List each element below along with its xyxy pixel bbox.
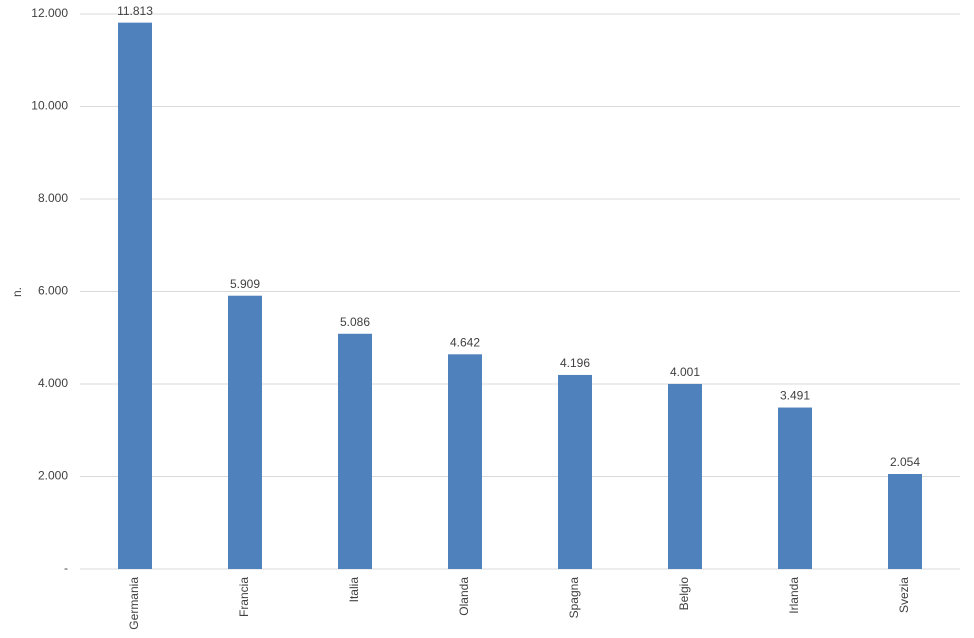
value-label: 11.813	[117, 4, 153, 18]
value-label: 4.196	[560, 356, 590, 370]
value-label: 4.001	[670, 365, 700, 379]
value-label: 5.086	[340, 315, 370, 329]
x-tick-label: Belgio	[677, 577, 691, 611]
value-label: 3.491	[780, 389, 810, 403]
x-tick-label: Olanda	[457, 577, 471, 616]
y-tick-label: 4.000	[38, 376, 68, 390]
value-label: 4.642	[450, 335, 480, 349]
y-tick-label: 6.000	[38, 284, 68, 298]
y-tick-label: 12.000	[31, 6, 68, 20]
bar	[778, 407, 812, 569]
value-label: 5.909	[230, 277, 260, 291]
y-tick-label: -	[64, 561, 68, 575]
y-axis-label: n.	[10, 287, 24, 297]
x-tick-label: Italia	[347, 577, 361, 603]
x-tick-label: Svezia	[897, 577, 911, 613]
x-tick-label: Spagna	[567, 577, 581, 619]
bar	[558, 374, 592, 569]
y-tick-label: 8.000	[38, 191, 68, 205]
bar	[228, 295, 262, 569]
x-tick-label: Germania	[127, 577, 141, 630]
x-tick-label: Irlanda	[787, 577, 801, 614]
bar	[118, 22, 152, 570]
bar	[448, 354, 482, 569]
y-tick-label: 2.000	[38, 469, 68, 483]
y-tick-label: 10.000	[31, 99, 68, 113]
bar	[668, 383, 702, 569]
x-tick-label: Francia	[237, 577, 251, 617]
bar	[338, 333, 372, 569]
value-label: 2.054	[890, 455, 920, 469]
bar	[888, 474, 922, 569]
